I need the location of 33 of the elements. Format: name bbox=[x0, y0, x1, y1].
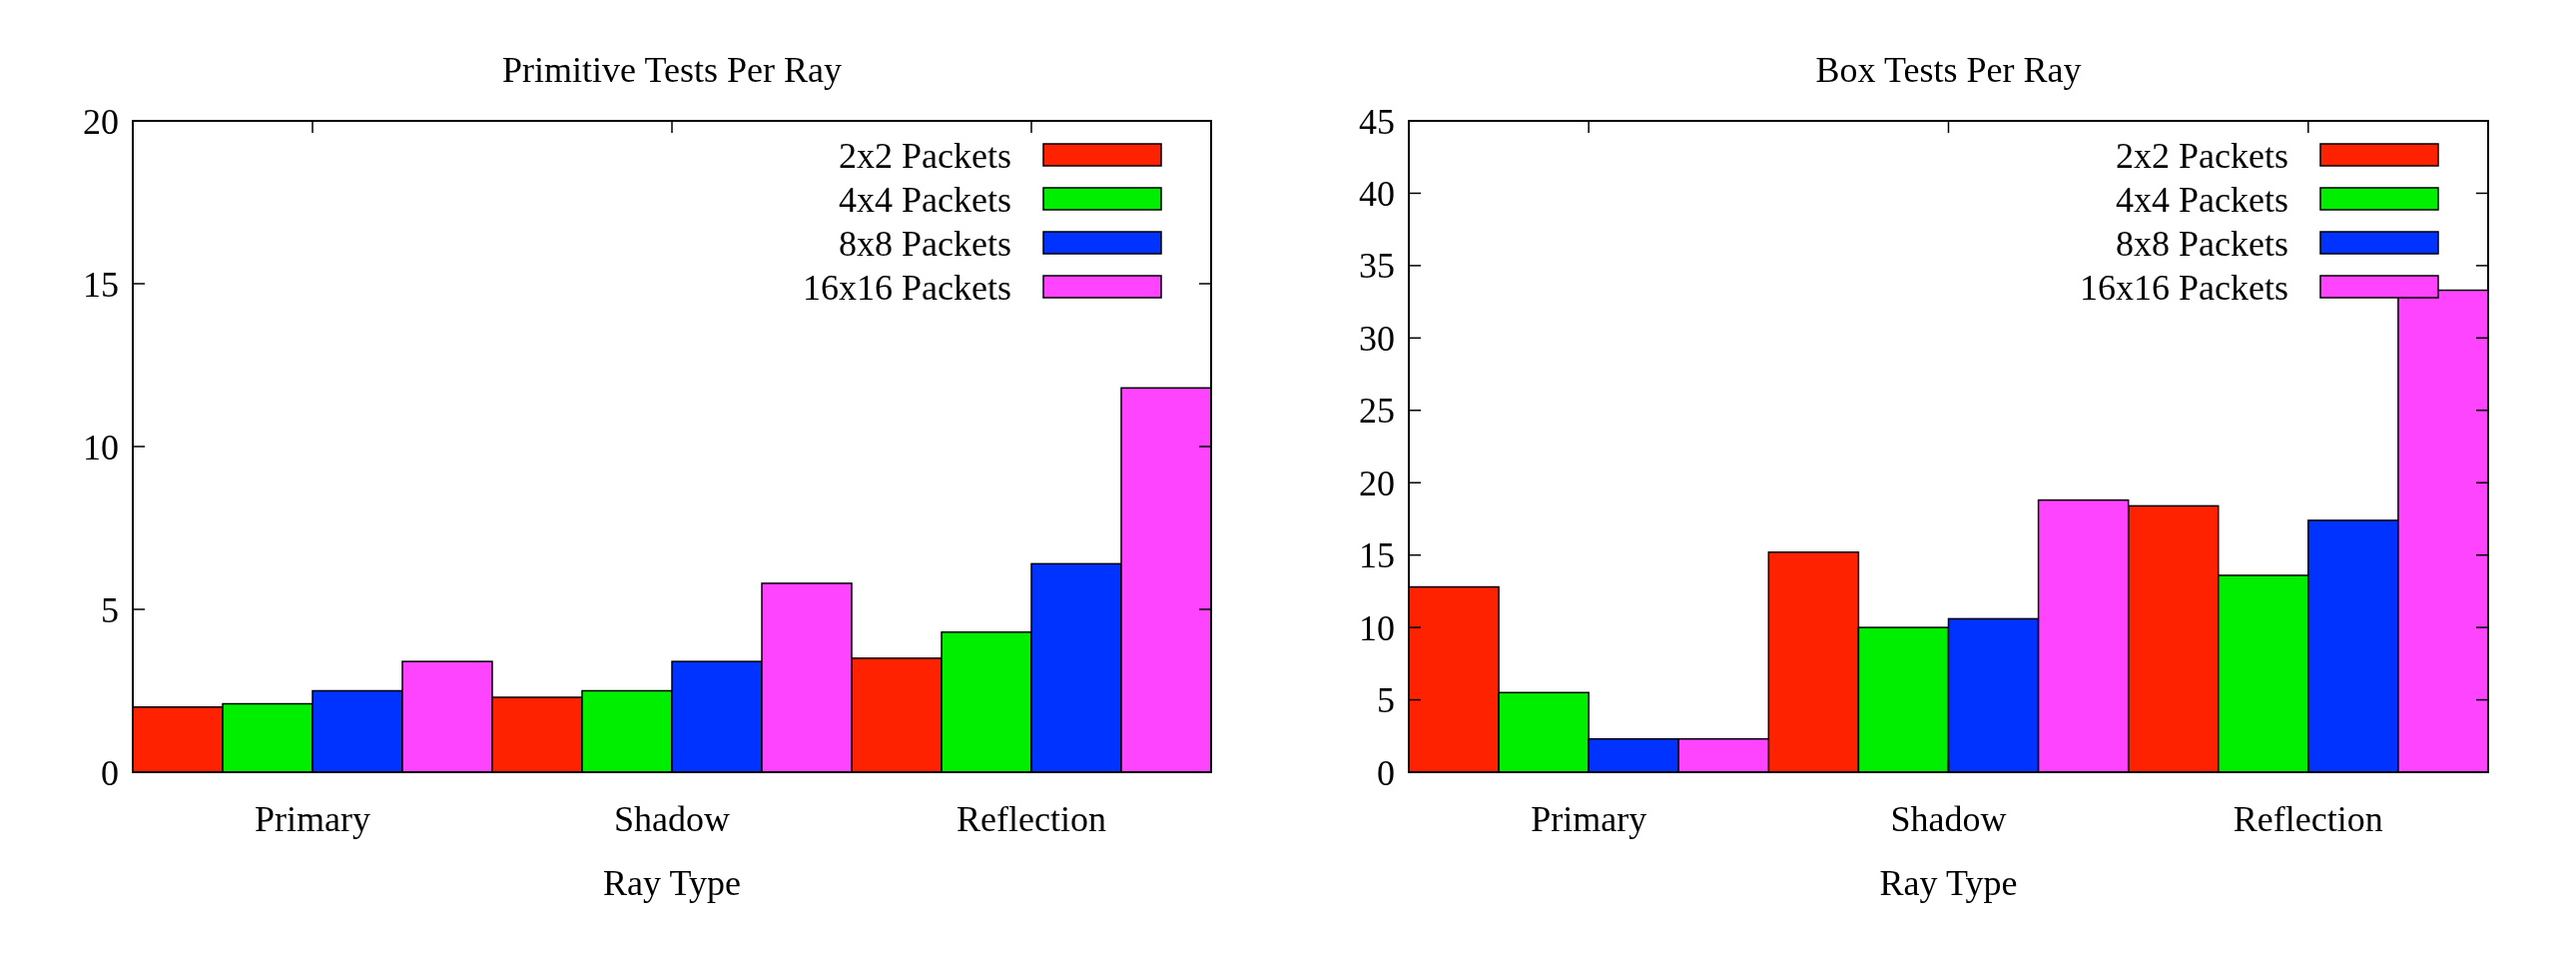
legend-label: 2x2 Packets bbox=[2116, 135, 2288, 176]
y-tick-label: 15 bbox=[83, 264, 119, 305]
y-tick-label: 5 bbox=[1377, 680, 1395, 721]
x-axis-title: Ray Type bbox=[1879, 862, 2018, 903]
x-axis-title: Ray Type bbox=[603, 862, 741, 903]
legend-label: 4x4 Packets bbox=[2116, 179, 2288, 220]
chart-title: Box Tests Per Ray bbox=[1815, 49, 2082, 90]
legend-label: 4x4 Packets bbox=[839, 179, 1011, 220]
chart-title: Primitive Tests Per Ray bbox=[502, 49, 842, 90]
x-tick-label: Primary bbox=[1531, 798, 1647, 839]
x-tick-label: Shadow bbox=[1890, 798, 2007, 839]
y-tick-label: 35 bbox=[1359, 246, 1395, 287]
y-tick-label: 45 bbox=[1359, 101, 1395, 142]
legend-label: 16x16 Packets bbox=[2080, 267, 2288, 308]
legend-label: 16x16 Packets bbox=[803, 267, 1011, 308]
y-tick-label: 15 bbox=[1359, 535, 1395, 576]
y-tick-label: 30 bbox=[1359, 318, 1395, 359]
x-tick-label: Reflection bbox=[2233, 798, 2383, 839]
y-tick-label: 10 bbox=[83, 427, 119, 468]
x-tick-label: Reflection bbox=[957, 798, 1106, 839]
y-tick-label: 0 bbox=[101, 752, 119, 793]
x-tick-label: Primary bbox=[255, 798, 370, 839]
y-tick-label: 5 bbox=[101, 589, 119, 630]
y-tick-label: 25 bbox=[1359, 391, 1395, 432]
y-tick-label: 20 bbox=[1359, 463, 1395, 503]
legend-label: 2x2 Packets bbox=[839, 135, 1011, 176]
legend-label: 8x8 Packets bbox=[2116, 223, 2288, 264]
x-tick-label: Shadow bbox=[614, 798, 730, 839]
legend-label: 8x8 Packets bbox=[839, 223, 1011, 264]
y-tick-label: 10 bbox=[1359, 607, 1395, 648]
y-tick-label: 40 bbox=[1359, 174, 1395, 215]
y-tick-label: 0 bbox=[1377, 752, 1395, 793]
y-tick-label: 20 bbox=[83, 101, 119, 142]
